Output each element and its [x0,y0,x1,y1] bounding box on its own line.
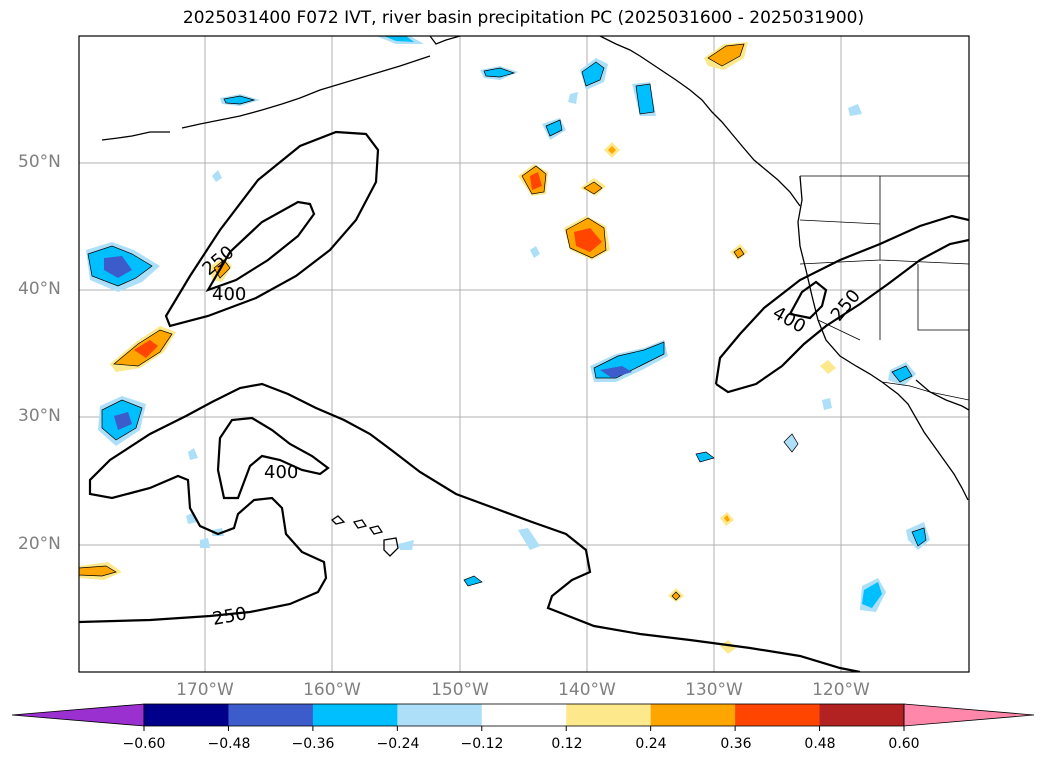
lon-label: 170°W [176,680,234,700]
colorbar-segment [650,704,736,726]
colorbar-tick-label: −0.24 [376,736,420,752]
colorbar-extend-high [903,703,1035,727]
map-frame [78,35,970,673]
colorbar-segment [312,704,398,726]
colorbar-segments [144,704,905,726]
colorbar-segment [735,704,821,726]
colorbar-tick-label: 0.36 [720,736,752,752]
colorbar-segment [144,704,229,726]
negative-anomaly-blob [98,396,146,446]
negative-anomaly-blob [580,58,608,90]
negative-anomaly-blob [376,36,424,44]
colorbar-tick-label: −0.48 [207,736,251,752]
negative-anomaly-blob [632,82,656,116]
colorbar-tick-label: 0.60 [888,736,920,752]
ivt-contour-400-east [788,280,828,320]
colorbar-tick-label: −0.12 [460,736,504,752]
lon-label: 140°W [558,680,616,700]
graticule [79,36,969,672]
pacific-northwest-coast [797,175,883,383]
lat-label: 50°N [18,152,61,172]
alaska-coast [429,36,461,45]
negative-anomaly-blob [220,94,260,106]
colorbar-tick-label: 0.12 [551,736,583,752]
colorbar-extend-low [11,703,145,727]
contour-labels: 250 400 250 400 400 250 [198,242,864,630]
colorbar-tick-label: 0.48 [804,736,836,752]
negative-anomaly-blob [888,362,916,386]
map-title: 2025031400 F072 IVT, river basin precipi… [182,8,865,28]
lat-label: 20°N [18,534,61,554]
negative-anomaly-blob [86,242,160,292]
contour-label-250: 250 [827,286,865,326]
negative-anomaly-blob [590,340,668,382]
coastlines [101,36,969,557]
colorbar-segment [397,704,483,726]
state-borders [799,176,969,341]
hawaiian-islands [330,515,399,557]
lon-label: 130°W [685,680,743,700]
precipitation-pc-shading [79,36,930,654]
contour-label-250: 250 [198,242,238,280]
contour-label-250: 250 [211,603,248,630]
positive-anomaly-blob [704,42,748,70]
us-mexico-border [881,381,969,401]
colorbar-segment [481,704,567,726]
baja-california-coast [881,381,969,501]
colorbar-tick-label: −0.36 [291,736,335,752]
positive-anomaly-blob [564,216,610,260]
positive-anomaly-blob [580,142,836,654]
lon-label: 160°W [303,680,361,700]
lon-label: 150°W [431,680,489,700]
ivt-contour-250-northwest [164,130,380,328]
ivt-contour-250-east [714,214,969,385]
colorbar-tick-label: −0.60 [122,736,166,752]
gulf-of-california-coast [915,379,969,411]
ivt-contour-400-northwest [205,200,316,293]
colorbar-tick-label: 0.24 [635,736,667,752]
contour-label-400: 400 [264,462,298,483]
negative-anomaly-blob [186,92,862,587]
negative-anomaly-blob [542,118,566,140]
colorbar-segment [566,704,652,726]
negative-anomaly-blob [480,66,518,80]
aleutian-islands [101,55,431,141]
colorbar-segment [819,704,905,726]
ivt-contour-250-east-lower [715,238,969,394]
colorbar-tick-marks [143,726,905,731]
lat-label: 40°N [18,279,61,299]
negative-anomaly-blob [906,522,930,550]
colorbar-segment [228,704,314,726]
lon-label: 120°W [812,680,870,700]
colorbar [11,703,1035,731]
negative-anomaly-blob [860,578,886,612]
political-borders [799,175,969,401]
colorbar-outline [143,703,905,727]
positive-anomaly-blob [518,164,548,196]
ivt-contour-250-south [79,382,861,672]
contour-label-400: 400 [769,302,809,337]
alaska-panhandle-coast [599,36,801,207]
lat-label: 30°N [18,406,61,426]
contour-label-400: 400 [212,284,246,305]
positive-anomaly-blob [79,562,122,580]
ivt-contours [79,130,969,672]
ivt-contour-400-south [216,416,330,500]
positive-anomaly-blob [110,326,176,372]
